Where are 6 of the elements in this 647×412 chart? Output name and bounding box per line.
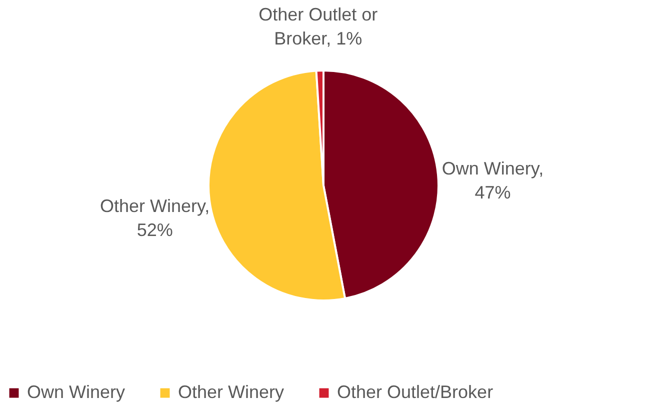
legend-label: Other Winery: [178, 382, 284, 402]
data-label: Other Outlet or Broker, 1%: [258, 4, 378, 49]
data-label: Other Winery, 52%: [100, 196, 210, 240]
legend-label: Own Winery: [27, 382, 126, 402]
legend-label: Other Outlet/Broker: [337, 382, 494, 402]
data-label: Own Winery, 47%: [442, 158, 544, 202]
